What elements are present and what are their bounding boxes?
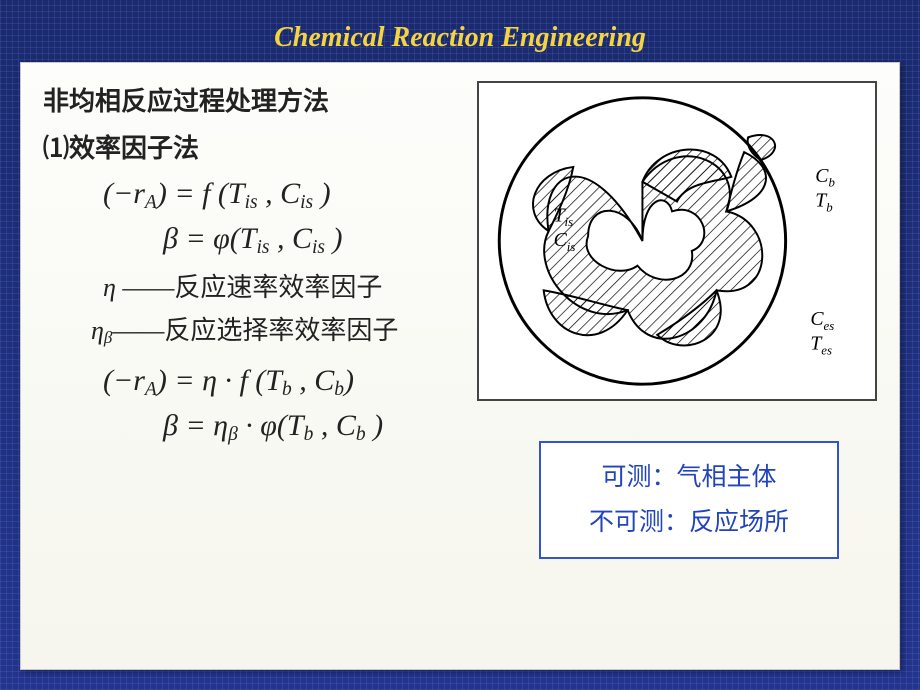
eq3-lhs: (−r (103, 364, 145, 397)
eq4-mid: · φ(T (238, 409, 304, 442)
eq3-sub1: A (145, 379, 157, 400)
eq4-rhs: ) (366, 409, 384, 442)
eq4-sub1: β (228, 424, 238, 445)
eq3-sub2: b (282, 379, 292, 400)
eq1-sub1: A (145, 192, 157, 213)
eq4-lhs: β = η (163, 409, 228, 442)
label-Tb: Tb (815, 189, 833, 214)
eq1-mid2: , C (258, 177, 301, 210)
eq3-mid2: , C (292, 364, 335, 397)
eq2-lhs: β = φ(T (163, 222, 256, 255)
eta-text: ——反应速率效率因子 (116, 273, 383, 302)
slide-body: 非均相反应过程处理方法 ⑴效率因子法 (−rA) = f (Tis , Cis … (20, 62, 900, 670)
eq4-sub3: b (356, 424, 366, 445)
infobox-line1: 可测：气相主体 (551, 455, 827, 500)
eq2-mid: , C (269, 222, 312, 255)
eq2-sub2: is (312, 237, 325, 258)
label-Ces: Ces (810, 308, 834, 333)
header-title: Chemical Reaction Engineering (274, 22, 646, 53)
eq3-sub3: b (334, 379, 344, 400)
label-Tes: Tes (810, 333, 832, 358)
eq2-sub1: is (256, 237, 269, 258)
eta-symbol: η (103, 273, 116, 302)
particle-diagram-svg: Tis Cis Cb Tb Ces Tes (479, 83, 875, 399)
eq4-sub2: b (304, 424, 314, 445)
page-header: Chemical Reaction Engineering (0, 22, 920, 54)
eq1-sub2: is (245, 192, 258, 213)
particle-diagram: Tis Cis Cb Tb Ces Tes (477, 81, 877, 401)
eq1-sub3: is (300, 192, 313, 213)
eq1-rhs: ) (313, 177, 331, 210)
eq2-rhs: ) (325, 222, 343, 255)
infobox-line2: 不可测：反应场所 (551, 500, 827, 545)
info-box: 可测：气相主体 不可测：反应场所 (539, 441, 839, 559)
eq3-mid: ) = η · f (T (157, 364, 282, 397)
etab-text: ——反应选择率效率因子 (112, 316, 398, 345)
eq3-rhs: ) (344, 364, 354, 397)
eq4-mid2: , C (313, 409, 356, 442)
eq1-lhs: (−r (103, 177, 145, 210)
label-Cb: Cb (815, 165, 835, 190)
eq1-mid: ) = f (T (157, 177, 245, 210)
etab-symbol: η (91, 316, 104, 345)
